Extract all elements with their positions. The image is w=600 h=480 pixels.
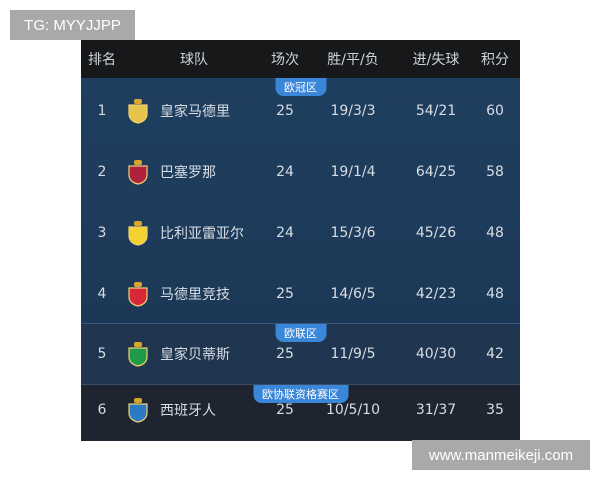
played: 24 [276, 163, 294, 180]
rank: 3 [97, 224, 107, 241]
rank: 2 [97, 163, 107, 180]
points: 35 [486, 401, 504, 418]
header-goals: 进/失球 [412, 52, 460, 68]
table-row[interactable]: 4 马德里竞技 25 14/6/5 42/23 48 [81, 263, 520, 324]
standings-table: 排名 球队 场次 胜/平/负 进/失球 积分 欧冠区 欧联区 欧协联资格赛区 1… [81, 40, 520, 441]
zone-badge-uel: 欧联区 [275, 324, 326, 342]
table-row[interactable]: 1 皇家马德里 25 19/3/3 54/21 60 [81, 80, 520, 141]
table-row[interactable]: 6 西班牙人 25 10/5/10 31/37 35 [81, 379, 520, 440]
goals: 42/23 [415, 285, 457, 302]
played: 24 [276, 224, 294, 241]
team-name[interactable]: 比利亚雷亚尔 [160, 225, 244, 242]
zone-ucl: 欧冠区 [81, 78, 520, 323]
watermark-bottom: www.manmeikeji.com [412, 440, 590, 470]
table-row[interactable]: 3 比利亚雷亚尔 24 15/3/6 45/26 48 [81, 202, 520, 263]
header-rank: 排名 [88, 52, 116, 68]
rank: 4 [97, 285, 107, 302]
points: 48 [486, 224, 504, 241]
rank: 6 [97, 401, 107, 418]
goals: 45/26 [415, 224, 457, 241]
header-points: 积分 [481, 52, 509, 68]
team-name[interactable]: 马德里竞技 [160, 286, 230, 303]
table-row[interactable]: 5 皇家贝蒂斯 25 11/9/5 40/30 42 [81, 323, 520, 384]
team-name[interactable]: 西班牙人 [160, 402, 216, 419]
wdl: 15/3/6 [330, 224, 376, 241]
points: 42 [486, 345, 504, 362]
played: 25 [276, 285, 294, 302]
played: 25 [276, 401, 294, 418]
rank: 5 [97, 345, 107, 362]
wdl: 19/1/4 [330, 163, 376, 180]
goals: 31/37 [415, 401, 457, 418]
wdl: 11/9/5 [330, 345, 376, 362]
watermark-top: TG: MYYJJPP [10, 10, 135, 40]
team-name[interactable]: 巴塞罗那 [160, 164, 216, 181]
wdl: 19/3/3 [330, 102, 376, 119]
zone-uecl: 欧协联资格赛区 [81, 384, 520, 441]
real-madrid-crest-icon [128, 98, 148, 124]
table-header: 排名 球队 场次 胜/平/负 进/失球 积分 [81, 40, 520, 78]
goals: 40/30 [415, 345, 457, 362]
points: 60 [486, 102, 504, 119]
goals: 54/21 [415, 102, 457, 119]
header-team: 球队 [180, 52, 208, 68]
betis-crest-icon [128, 341, 148, 367]
played: 25 [276, 102, 294, 119]
zone-badge-ucl: 欧冠区 [275, 78, 326, 96]
wdl: 14/6/5 [330, 285, 376, 302]
barcelona-crest-icon [128, 159, 148, 185]
table-row[interactable]: 2 巴塞罗那 24 19/1/4 64/25 58 [81, 141, 520, 202]
zone-badge-uecl: 欧协联资格赛区 [253, 385, 348, 403]
team-name[interactable]: 皇家马德里 [160, 103, 230, 120]
played: 25 [276, 345, 294, 362]
points: 58 [486, 163, 504, 180]
atletico-crest-icon [128, 281, 148, 307]
header-wdl: 胜/平/负 [327, 52, 379, 68]
wdl: 10/5/10 [326, 401, 380, 418]
goals: 64/25 [415, 163, 457, 180]
rank: 1 [97, 102, 107, 119]
team-name[interactable]: 皇家贝蒂斯 [160, 346, 230, 363]
espanyol-crest-icon [128, 397, 148, 423]
header-played: 场次 [271, 52, 299, 68]
zone-uel: 欧联区 [81, 323, 520, 385]
points: 48 [486, 285, 504, 302]
villarreal-crest-icon [128, 220, 148, 246]
